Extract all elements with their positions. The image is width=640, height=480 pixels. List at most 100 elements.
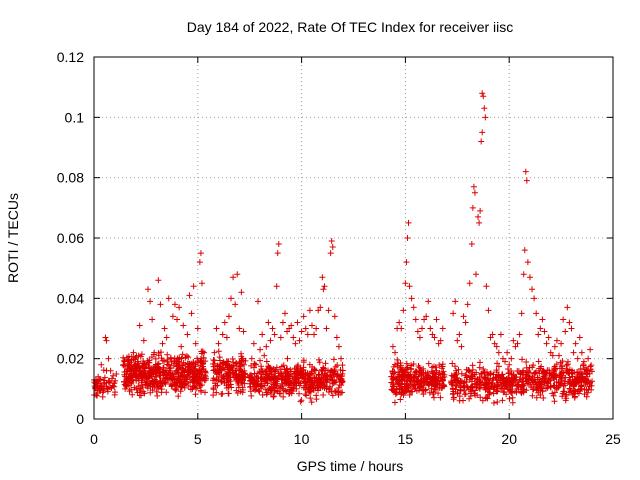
data-point <box>196 259 203 266</box>
data-point <box>451 363 458 370</box>
data-point <box>323 325 330 332</box>
data-point <box>410 304 417 311</box>
data-point <box>159 368 166 375</box>
y-axis-label: ROTI / TECUs <box>5 193 21 283</box>
data-point <box>282 373 289 380</box>
data-point <box>475 213 482 220</box>
data-point <box>179 351 186 358</box>
data-point <box>131 384 138 391</box>
data-point <box>297 365 304 372</box>
data-point <box>421 380 428 387</box>
data-point <box>256 388 263 395</box>
data-point <box>126 361 133 368</box>
data-point <box>431 394 438 401</box>
data-point <box>102 334 109 341</box>
data-point <box>140 337 147 344</box>
data-point <box>423 313 430 320</box>
data-point <box>508 367 515 374</box>
data-point <box>296 382 303 389</box>
data-point <box>151 349 158 356</box>
data-point <box>238 289 245 296</box>
data-point <box>335 343 342 350</box>
data-point <box>169 371 176 378</box>
data-point <box>270 379 277 386</box>
data-point <box>198 358 205 365</box>
data-point <box>135 352 142 359</box>
data-point <box>398 376 405 383</box>
data-point <box>261 382 268 389</box>
data-point <box>456 331 463 338</box>
data-point <box>478 382 485 389</box>
data-point <box>416 334 423 341</box>
data-point <box>562 328 569 335</box>
data-point <box>539 368 546 375</box>
data-point <box>265 319 272 326</box>
data-point <box>516 331 523 338</box>
data-point <box>494 398 501 405</box>
data-point <box>563 362 570 369</box>
data-point <box>506 395 513 402</box>
data-point <box>524 259 531 266</box>
data-point <box>452 386 459 393</box>
x-tick-label: 20 <box>501 431 517 447</box>
data-point <box>439 325 446 332</box>
data-point <box>454 375 461 382</box>
data-point <box>227 367 234 374</box>
data-point <box>92 384 99 391</box>
data-point <box>277 390 284 397</box>
data-point <box>300 313 307 320</box>
data-point <box>257 357 264 364</box>
data-point <box>526 274 533 281</box>
data-point <box>152 361 159 368</box>
data-point <box>480 93 487 100</box>
data-point <box>171 381 178 388</box>
data-point <box>550 392 557 399</box>
data-point <box>471 390 478 397</box>
data-point <box>128 379 135 386</box>
data-point <box>549 372 556 379</box>
data-point <box>575 369 582 376</box>
data-point <box>272 367 279 374</box>
data-point <box>419 325 426 332</box>
data-point <box>292 340 299 347</box>
data-point <box>572 340 579 347</box>
data-point <box>228 295 235 302</box>
data-point <box>558 363 565 370</box>
data-point <box>588 362 595 369</box>
data-point <box>431 334 438 341</box>
data-point <box>300 357 307 364</box>
data-point <box>266 364 273 371</box>
data-point <box>235 376 242 383</box>
data-point <box>154 365 161 372</box>
data-point <box>406 283 413 290</box>
data-point <box>247 384 254 391</box>
x-tick-label: 15 <box>398 431 414 447</box>
data-point <box>397 396 404 403</box>
data-point <box>403 259 410 266</box>
data-point <box>105 355 112 362</box>
data-point <box>411 379 418 386</box>
data-point <box>192 340 199 347</box>
data-point <box>184 372 191 379</box>
y-tick-label: 0.1 <box>65 109 85 125</box>
data-point <box>110 372 117 379</box>
data-point <box>578 382 585 389</box>
data-point <box>136 322 143 329</box>
data-point <box>306 374 313 381</box>
y-tick-label: 0.12 <box>57 49 84 65</box>
data-point <box>404 387 411 394</box>
data-point <box>288 322 295 329</box>
data-point <box>513 374 520 381</box>
data-point <box>403 360 410 367</box>
data-point <box>400 371 407 378</box>
data-point <box>164 358 171 365</box>
data-point <box>320 286 327 293</box>
data-point <box>486 385 493 392</box>
data-point <box>454 337 461 344</box>
data-point <box>277 334 284 341</box>
data-point <box>284 355 291 362</box>
data-point <box>481 105 488 112</box>
data-point <box>125 363 132 370</box>
data-point <box>408 362 415 369</box>
data-point <box>124 376 131 383</box>
